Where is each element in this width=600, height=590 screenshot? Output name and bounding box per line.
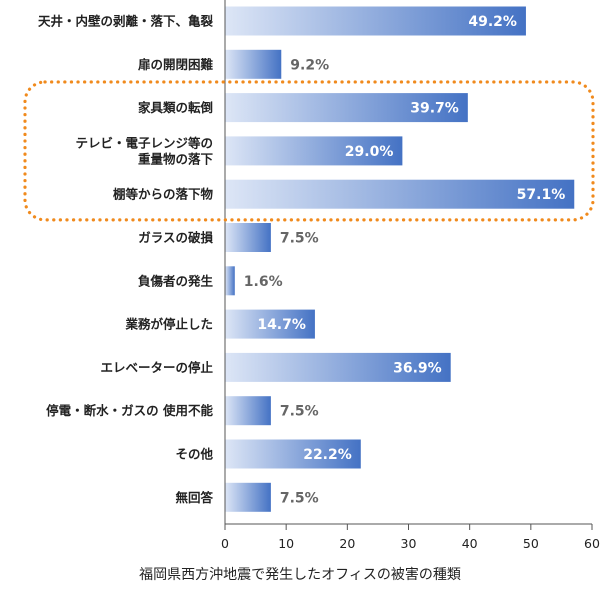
value-label-4: 57.1% [517, 187, 566, 203]
value-label-0: 49.2% [468, 14, 517, 30]
category-label-9: 停電・断水・ガスの 使用不能 [46, 403, 213, 418]
bar-10 [225, 439, 361, 469]
value-label-2: 39.7% [410, 101, 459, 117]
x-tick-label-5: 50 [523, 536, 539, 551]
category-label-3: テレビ・電子レンジ等の重量物の落下 [75, 135, 213, 166]
value-label-5: 7.5% [280, 231, 319, 247]
category-labels-group: 天井・内壁の剥離・落下、亀裂扉の開閉困難家具類の転倒テレビ・電子レンジ等の重量物… [38, 14, 214, 505]
value-label-6: 1.6% [244, 274, 283, 290]
category-label-7: 業務が停止した [124, 317, 213, 332]
value-label-3: 29.0% [345, 144, 394, 160]
bar-6 [225, 266, 235, 296]
category-label-6: 負傷者の発生 [138, 273, 214, 288]
x-axis: 0 10 20 30 40 50 60 [221, 0, 600, 551]
value-label-1: 9.2% [290, 57, 329, 73]
highlight-group [23, 80, 595, 222]
value-labels-group: 49.2% 9.2% 39.7% 29.0% 57.1% 7.5% 1.6% 14.7% 36.… [244, 14, 565, 506]
bar-chart: 天井・内壁の剥離・落下、亀裂扉の開閉困難家具類の転倒テレビ・電子レンジ等の重量物… [23, 0, 600, 551]
bar-7 [225, 309, 315, 339]
category-label-1: 扉の開閉困難 [138, 57, 214, 72]
value-label-8: 36.9% [393, 360, 442, 376]
bar-1 [225, 49, 282, 79]
category-label-10: その他 [175, 447, 213, 462]
category-label-11: 無回答 [175, 490, 213, 505]
bar-11 [225, 482, 271, 512]
bar-0 [225, 6, 526, 36]
category-label-8: エレベーターの停止 [100, 360, 213, 375]
bar-9 [225, 396, 271, 426]
bar-4 [225, 179, 575, 209]
bar-3 [225, 136, 403, 166]
bar-2 [225, 93, 468, 123]
bars-group [225, 6, 575, 512]
category-label-5: ガラスの破損 [138, 230, 213, 245]
bar-5 [225, 223, 271, 252]
category-label-2: 家具類の転倒 [138, 100, 213, 115]
chart-title: 福岡県西方沖地震で発生したオフィスの被害の種類 [139, 567, 461, 583]
x-tick-label-3: 30 [401, 536, 417, 551]
bar-8 [225, 352, 451, 382]
category-label-4: 棚等からの落下物 [113, 187, 214, 202]
value-label-11: 7.5% [280, 490, 319, 506]
value-label-7: 14.7% [257, 317, 306, 333]
value-label-10: 22.2% [303, 447, 352, 463]
x-tick-label-2: 20 [339, 536, 355, 551]
value-label-9: 7.5% [280, 404, 319, 420]
x-tick-label-1: 10 [278, 536, 294, 551]
category-label-0: 天井・内壁の剥離・落下、亀裂 [38, 14, 214, 29]
x-tick-label-4: 40 [462, 536, 478, 551]
x-tick-label-6: 60 [584, 536, 600, 551]
x-tick-label-0: 0 [221, 536, 229, 551]
highlight-box [23, 80, 595, 222]
